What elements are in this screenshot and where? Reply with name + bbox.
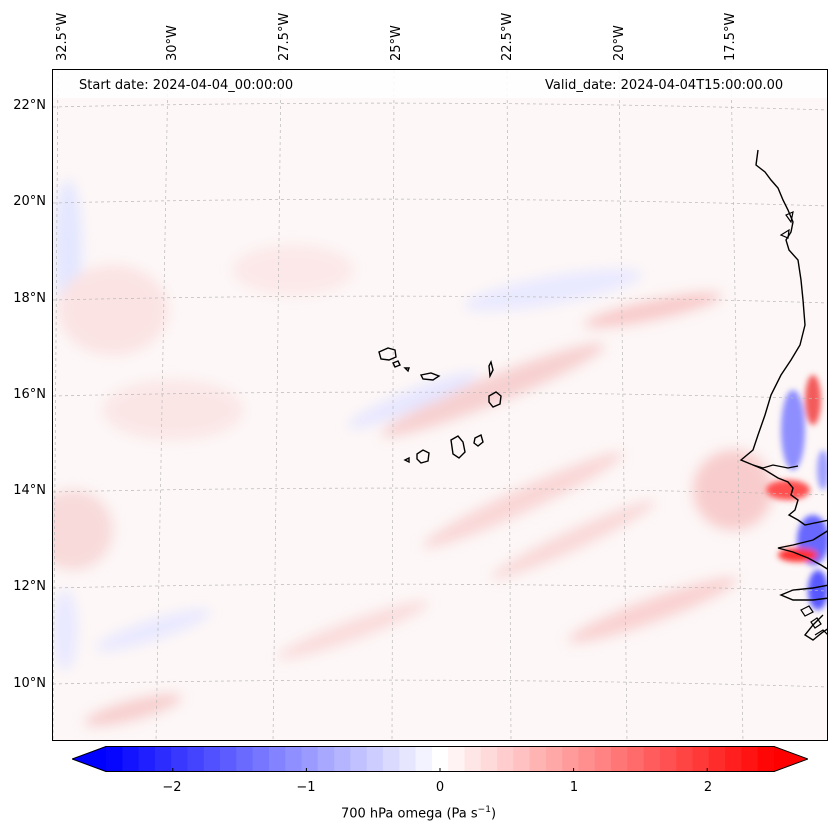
omega-field-map xyxy=(53,70,827,740)
colorbar-level xyxy=(611,746,628,772)
colorbar-label-end: ) xyxy=(490,806,497,822)
lon-label-27-5w: 27.5°W xyxy=(277,12,292,61)
colorbar-level xyxy=(236,746,254,772)
colorbar-level xyxy=(285,746,303,772)
lon-label-22-5w: 22.5°W xyxy=(500,12,515,61)
guinea-bissau-islands xyxy=(800,605,827,636)
colorbar-level xyxy=(692,746,710,772)
lon-label-20w: 20°W xyxy=(612,25,627,61)
lat-label-16n: 16°N xyxy=(13,387,46,402)
gambia-coastline xyxy=(752,464,799,469)
colorbar-extend-min xyxy=(72,746,106,772)
africa-coastline xyxy=(739,149,827,641)
lat-label-14n: 14°N xyxy=(13,483,46,498)
lat-label-18n: 18°N xyxy=(13,291,46,306)
colorbar-tick-label: 1 xyxy=(569,780,579,795)
lon-label-25w: 25°W xyxy=(389,25,404,61)
colorbar-level xyxy=(659,746,677,772)
colorbar-level xyxy=(268,746,286,772)
colorbar-level xyxy=(464,746,482,772)
colorbar-level xyxy=(154,746,172,772)
colorbar-level xyxy=(741,746,759,772)
colorbar xyxy=(72,746,808,772)
colorbar-label: 700 hPa omega (Pa s−1) xyxy=(0,805,837,821)
colorbar-label-main: 700 hPa omega (Pa s xyxy=(340,806,478,822)
colorbar-level xyxy=(187,746,205,772)
valid-date-text: Valid_date: 2024-04-04T15:00:00.00 xyxy=(545,78,784,93)
map-panel[interactable] xyxy=(52,69,828,741)
colorbar-level xyxy=(317,746,335,772)
lon-label-32-5w: 32.5°W xyxy=(55,12,70,61)
colorbar-tick-label: −2 xyxy=(162,780,182,795)
colorbar-level xyxy=(122,746,140,772)
colorbar-level xyxy=(171,746,189,772)
colorbar-level xyxy=(643,746,661,772)
lat-label-10n: 10°N xyxy=(13,676,46,691)
colorbar-level xyxy=(220,746,237,772)
lat-label-20n: 20°N xyxy=(13,194,46,209)
colorbar-level xyxy=(578,746,596,772)
colorbar-tick-label: −1 xyxy=(296,780,316,795)
cape-verde-islands xyxy=(378,347,502,464)
colorbar-level xyxy=(399,746,417,772)
colorbar-level xyxy=(350,746,368,772)
colorbar-level xyxy=(529,746,547,772)
coastline-inlet-1 xyxy=(779,210,794,239)
colorbar-level xyxy=(366,746,384,772)
colorbar-extend-max xyxy=(774,746,808,772)
colorbar-level xyxy=(757,746,775,772)
start-date-text: Start date: 2024-04-04_00:00:00 xyxy=(79,78,294,93)
colorbar-level xyxy=(252,746,270,772)
colorbar-level xyxy=(334,746,351,772)
colorbar-tick-label: 2 xyxy=(703,780,713,795)
colorbar-level xyxy=(106,746,123,772)
omega-field-patches xyxy=(53,180,773,727)
graticule xyxy=(53,70,827,740)
colorbar-level xyxy=(676,746,694,772)
lat-label-22n: 22°N xyxy=(13,98,46,113)
colorbar-level xyxy=(138,746,156,772)
colorbar-tick-label: 0 xyxy=(435,780,445,795)
colorbar-level xyxy=(725,746,743,772)
colorbar-level xyxy=(415,746,433,772)
colorbar-level xyxy=(627,746,645,772)
lon-label-30w: 30°W xyxy=(165,25,180,61)
colorbar-level xyxy=(708,746,726,772)
colorbar-level xyxy=(431,746,449,772)
lon-label-17-5w: 17.5°W xyxy=(723,12,738,61)
colorbar-level xyxy=(594,746,612,772)
lat-label-12n: 12°N xyxy=(13,579,46,594)
colorbar-level xyxy=(301,746,319,772)
colorbar-level xyxy=(480,746,498,772)
colorbar-level xyxy=(513,746,531,772)
colorbar-level xyxy=(448,746,466,772)
colorbar-level xyxy=(203,746,221,772)
colorbar-level xyxy=(545,746,563,772)
header-strip xyxy=(53,70,827,98)
colorbar-label-superscript: −1 xyxy=(477,805,491,815)
colorbar-level xyxy=(497,746,514,772)
colorbar-level xyxy=(382,746,400,772)
colorbar-level xyxy=(562,746,580,772)
colorbar-outline xyxy=(72,746,808,772)
